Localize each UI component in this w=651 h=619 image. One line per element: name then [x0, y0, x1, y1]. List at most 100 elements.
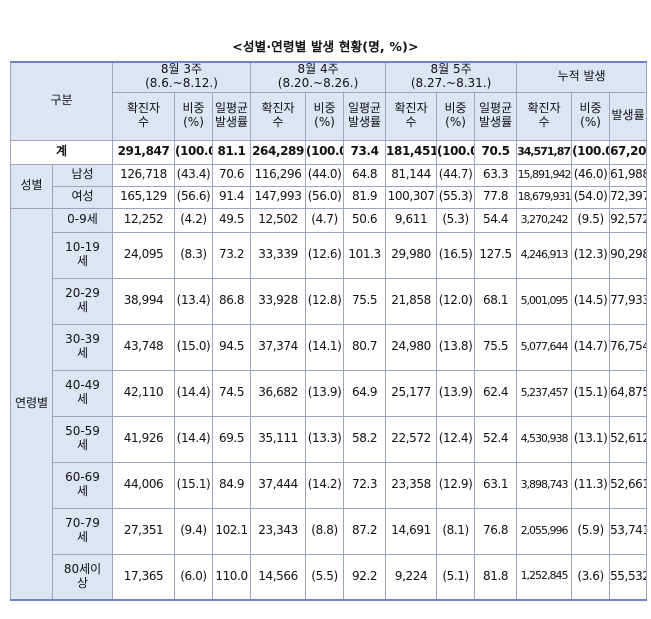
cell: 3,898,743 — [516, 461, 573, 509]
cell: 94.5 — [211, 323, 252, 371]
cell: 110.0 — [211, 553, 252, 601]
cell: (15.0) — [174, 323, 213, 371]
cell: (12.6) — [305, 231, 345, 279]
cell: 116,296 — [250, 163, 307, 187]
cell: 84.9 — [211, 461, 252, 509]
cell: 90,298 — [609, 231, 648, 279]
cell: 52.4 — [474, 415, 518, 463]
header-cases: 확진자 수 — [516, 91, 573, 141]
table-row: 30-39 세 43,748 (15.0) 94.5 37,374 (14.1) … — [11, 323, 648, 371]
cell: (55.3) — [436, 185, 476, 209]
cell: (14.4) — [174, 369, 213, 417]
header-share: 비중 (%) — [436, 91, 476, 141]
cell: 43,748 — [112, 323, 175, 371]
cell: 1,252,845 — [516, 553, 573, 601]
header-daily-rate: 일평균 발생률 — [343, 91, 387, 141]
cell: 42,110 — [112, 369, 175, 417]
cell: (9.5) — [571, 207, 611, 233]
cell: 73.2 — [211, 231, 252, 279]
table-title: <성별·연령별 발생 현황(명, %)> — [232, 39, 419, 54]
cell: (8.8) — [305, 507, 345, 555]
table-row: 70-79 세 27,351 (9.4) 102.1 23,343 (8.8) 8… — [11, 507, 648, 555]
cell: 264,289 — [250, 139, 307, 165]
cell: (12.8) — [305, 277, 345, 325]
row-label: 50-59 세 — [52, 415, 113, 463]
cell: 165,129 — [112, 185, 175, 209]
cell: 73.4 — [343, 139, 387, 165]
cell: 72,397 — [609, 185, 648, 209]
cell: 50.6 — [343, 207, 387, 233]
header-share: 비중 (%) — [571, 91, 611, 141]
table-row: 여성 165,129 (56.6) 91.4 147,993 (56.0) 81… — [11, 185, 648, 209]
group-label-sex: 성별 — [10, 163, 53, 209]
cell: 14,566 — [250, 553, 307, 601]
header-rate: 발생률 — [609, 91, 648, 141]
cell: (100.0) — [174, 139, 213, 165]
header-cases: 확진자 수 — [112, 91, 175, 141]
table-row: 성별 남성 126,718 (43.4) 70.6 116,296 (44.0)… — [10, 163, 648, 209]
table-row-total: 계 291,847 (100.0) 81.1 264,289 (100.0) 7… — [10, 139, 648, 165]
cell: (56.0) — [305, 185, 345, 209]
cell: (14.1) — [305, 323, 345, 371]
cell: 67,209 — [609, 139, 648, 165]
cell: 291,847 — [112, 139, 175, 165]
cell: 9,224 — [385, 553, 438, 601]
cell: (4.7) — [305, 207, 345, 233]
cell: 52,661 — [609, 461, 648, 509]
cell: 25,177 — [385, 369, 438, 417]
cell: 75.5 — [343, 277, 387, 325]
cell: 38,994 — [112, 277, 175, 325]
cell: 91.4 — [211, 185, 252, 209]
cell: 24,095 — [112, 231, 175, 279]
table-row: 50-59 세 41,926 (14.4) 69.5 35,111 (13.3) … — [11, 415, 648, 463]
header-period-week5: 8월 5주 (8.27.~8.31.) — [385, 61, 518, 93]
header-daily-rate: 일평균 발생률 — [211, 91, 252, 141]
group-label-age: 연령별 — [10, 207, 53, 601]
cell: 127.5 — [474, 231, 518, 279]
row-label: 계 — [10, 139, 113, 165]
table-row: 10-19 세 24,095 (8.3) 73.2 33,339 (12.6) 1… — [11, 231, 648, 279]
row-label: 20-29 세 — [52, 277, 113, 325]
cell: (13.8) — [436, 323, 476, 371]
cell: 58.2 — [343, 415, 387, 463]
cell: 76,754 — [609, 323, 648, 371]
cell: 102.1 — [211, 507, 252, 555]
cell: 23,358 — [385, 461, 438, 509]
cell: 37,444 — [250, 461, 307, 509]
cell: 34,571,873 — [516, 139, 573, 165]
cell: (5.5) — [305, 553, 345, 601]
cell: 55,532 — [609, 553, 648, 601]
cell: 5,077,644 — [516, 323, 573, 371]
header-share: 비중 (%) — [174, 91, 213, 141]
row-label: 40-49 세 — [52, 369, 113, 417]
cell: 3,270,242 — [516, 207, 573, 233]
cell: (3.6) — [571, 553, 611, 601]
cell: 70.6 — [211, 163, 252, 187]
header-cases: 확진자 수 — [250, 91, 307, 141]
cell: (44.7) — [436, 163, 476, 187]
cell: 14,691 — [385, 507, 438, 555]
cell: 181,451 — [385, 139, 438, 165]
cell: 5,001,095 — [516, 277, 573, 325]
cell: (13.9) — [305, 369, 345, 417]
cell: (12.9) — [436, 461, 476, 509]
cell: (54.0) — [571, 185, 611, 209]
cell: 69.5 — [211, 415, 252, 463]
cell: 80.7 — [343, 323, 387, 371]
cell: (100.0) — [436, 139, 476, 165]
table-row: 연령별 0-9세 12,252 (4.2) 49.5 12,502 (4.7) … — [10, 207, 648, 601]
cell: 81.8 — [474, 553, 518, 601]
cell: 63.3 — [474, 163, 518, 187]
cell: (5.9) — [571, 507, 611, 555]
cell: (9.4) — [174, 507, 213, 555]
cell: 12,252 — [112, 207, 175, 233]
cell: (14.5) — [571, 277, 611, 325]
cell: 9,611 — [385, 207, 438, 233]
cell: 29,980 — [385, 231, 438, 279]
cell: 5,237,457 — [516, 369, 573, 417]
cell: 15,891,942 — [516, 163, 573, 187]
cell: 72.3 — [343, 461, 387, 509]
header-share: 비중 (%) — [305, 91, 345, 141]
row-label: 70-79 세 — [52, 507, 113, 555]
table-row: 60-69 세 44,006 (15.1) 84.9 37,444 (14.2) … — [11, 461, 648, 509]
